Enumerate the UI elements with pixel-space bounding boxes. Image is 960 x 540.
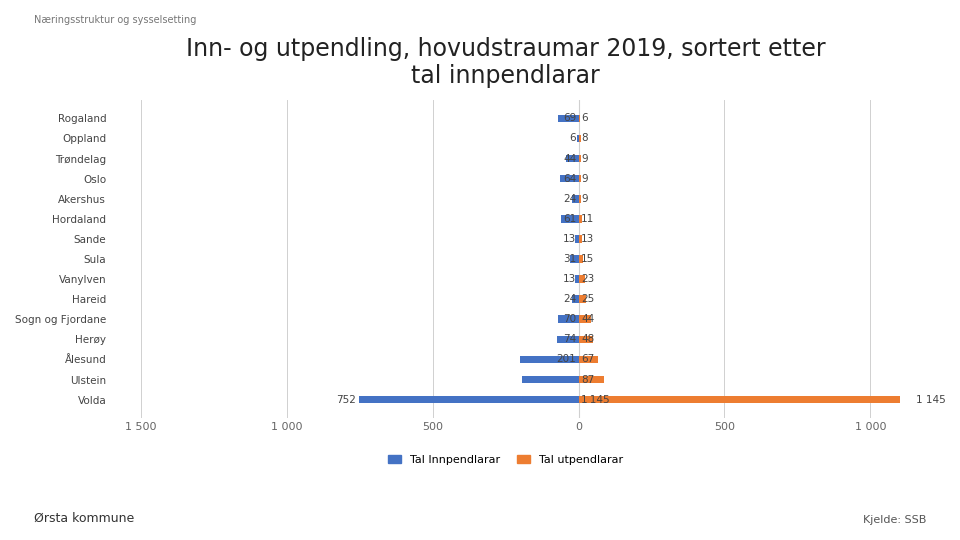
Bar — [561, 215, 579, 222]
Title: Inn- og utpendling, hovudstraumar 2019, sortert etter
tal innpendlarar: Inn- og utpendling, hovudstraumar 2019, … — [186, 37, 826, 89]
Legend: Tal Innpendlarar, Tal utpendlarar: Tal Innpendlarar, Tal utpendlarar — [384, 451, 628, 470]
Bar — [579, 295, 586, 303]
Text: 1 145: 1 145 — [581, 395, 610, 404]
Bar — [579, 356, 598, 363]
Text: 13: 13 — [563, 274, 576, 284]
Text: 69: 69 — [563, 113, 576, 123]
Bar — [579, 154, 581, 163]
Text: 24: 24 — [563, 294, 576, 304]
Bar — [579, 396, 913, 403]
Bar — [579, 376, 604, 383]
Text: 11: 11 — [581, 214, 594, 224]
Text: 6: 6 — [569, 133, 576, 144]
Bar — [579, 315, 591, 323]
Text: 13: 13 — [563, 234, 576, 244]
Bar — [560, 175, 579, 183]
Text: 201: 201 — [557, 354, 576, 364]
Bar — [579, 114, 581, 122]
Text: 9: 9 — [581, 153, 588, 164]
Bar — [579, 195, 581, 202]
Text: 752: 752 — [336, 395, 356, 404]
Bar — [579, 335, 592, 343]
Text: 61: 61 — [563, 214, 576, 224]
Text: 15: 15 — [581, 254, 594, 264]
Bar — [522, 376, 579, 383]
Bar — [579, 235, 583, 242]
Text: 44: 44 — [563, 153, 576, 164]
Bar — [559, 114, 579, 122]
Text: Næringsstruktur og sysselsetting: Næringsstruktur og sysselsetting — [34, 15, 196, 25]
Bar — [571, 295, 579, 303]
Text: Ørsta kommune: Ørsta kommune — [34, 512, 133, 525]
Text: 25: 25 — [581, 294, 594, 304]
Text: 87: 87 — [581, 375, 594, 384]
Bar — [557, 335, 579, 343]
Text: 8: 8 — [581, 133, 588, 144]
Text: 24: 24 — [563, 194, 576, 204]
Bar — [579, 255, 583, 263]
Bar — [575, 235, 579, 242]
Bar — [579, 275, 586, 283]
Text: 1 145: 1 145 — [916, 395, 946, 404]
Bar — [577, 134, 579, 142]
Bar — [520, 356, 579, 363]
Bar — [579, 134, 581, 142]
Bar — [579, 215, 582, 222]
Bar — [575, 275, 579, 283]
Bar — [558, 315, 579, 323]
Text: 9: 9 — [581, 174, 588, 184]
Bar — [571, 195, 579, 202]
Text: 64: 64 — [563, 174, 576, 184]
Text: 44: 44 — [581, 314, 594, 325]
Bar — [359, 396, 579, 403]
Text: 67: 67 — [581, 354, 594, 364]
Bar — [569, 255, 579, 263]
Text: 23: 23 — [581, 274, 594, 284]
Bar — [565, 154, 579, 163]
Text: 70: 70 — [564, 314, 576, 325]
Text: 9: 9 — [581, 194, 588, 204]
Text: Kjelde: SSB: Kjelde: SSB — [863, 515, 926, 525]
Text: 74: 74 — [563, 334, 576, 345]
Bar — [579, 175, 581, 183]
Text: 31: 31 — [563, 254, 576, 264]
Text: 6: 6 — [581, 113, 588, 123]
Text: 48: 48 — [581, 334, 594, 345]
Text: 13: 13 — [581, 234, 594, 244]
